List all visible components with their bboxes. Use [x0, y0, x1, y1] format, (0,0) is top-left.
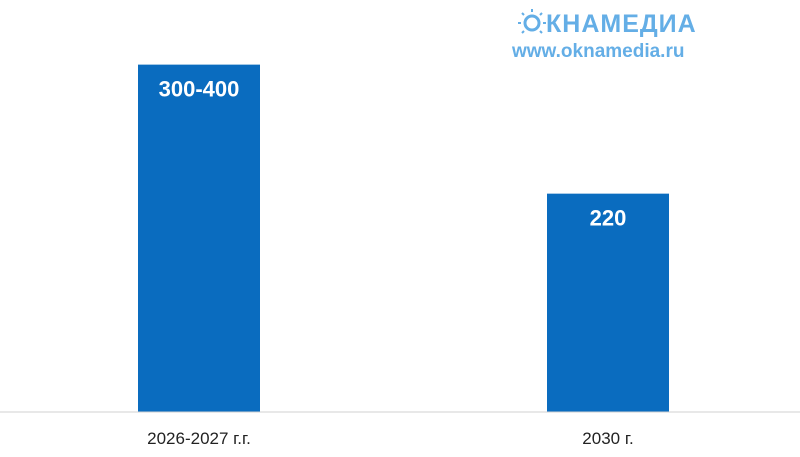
bar-0 — [138, 64, 260, 412]
x-tick-label-1: 2030 г. — [582, 429, 633, 448]
watermark: КНАМЕДИА www.oknamedia.ru — [511, 9, 697, 62]
bar-value-label-1: 220 — [590, 206, 627, 231]
bars-group: 300-400 220 — [138, 64, 669, 412]
watermark-url: www.oknamedia.ru — [511, 41, 684, 62]
bar-value-label-0: 300-400 — [159, 77, 240, 102]
watermark-brand: КНАМЕДИА — [546, 10, 697, 38]
x-tick-label-0: 2026-2027 г.г. — [147, 429, 251, 448]
sun-icon — [518, 9, 546, 34]
bar-1 — [547, 193, 669, 412]
x-tick-labels: 2026-2027 г.г. 2030 г. — [147, 429, 634, 448]
